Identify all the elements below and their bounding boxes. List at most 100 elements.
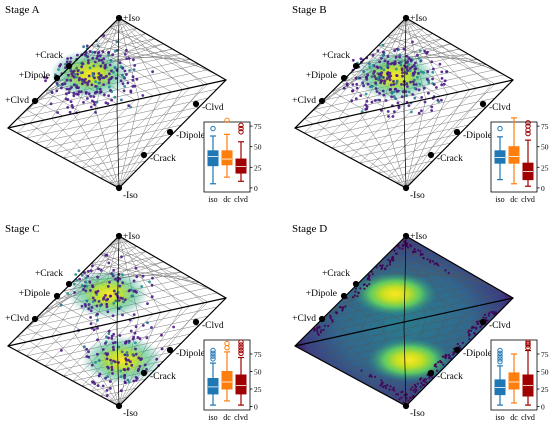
- stage-b-label-neg-dipole: -Dipole: [463, 131, 492, 141]
- stage-b-boxplot: 0 25 50 75 iso dc clvd: [490, 117, 549, 204]
- stage-d-boxplot-ytick: 0: [541, 403, 545, 412]
- stage-a-boxplot-ytick: 0: [254, 184, 258, 193]
- stage-c-box-iso: [207, 347, 219, 406]
- stage-a-label-pos-clvd: +Clvd: [5, 96, 29, 106]
- stage-b-label-neg-iso: -Iso: [410, 191, 425, 201]
- stage-c-marker-neg-crack: [140, 369, 148, 377]
- stage-d-marker-pos-dipole: [340, 292, 348, 300]
- stage-b-boxplot-ytick: 75: [541, 122, 549, 131]
- stage-c-panel: Stage C +Iso +Crack +Dipole +Clvd -Clvd -Dipo…: [5, 223, 262, 422]
- stage-c-label-pos-iso: +Iso: [123, 232, 140, 242]
- stage-b-box-dc: [508, 117, 520, 185]
- stage-a-label-neg-iso: -Iso: [123, 191, 138, 201]
- stage-a-marker-neg-clvd: [192, 100, 200, 108]
- stage-d-label-neg-crack: -Crack: [437, 372, 463, 382]
- stage-c-box-dc: [221, 340, 233, 402]
- stage-d-boxplot-xlabel-dc: dc: [510, 413, 518, 422]
- stage-c-marker-pos-dipole: [53, 292, 61, 300]
- stage-d-marker-neg-crack: [427, 369, 435, 377]
- stage-c-label-neg-dipole: -Dipole: [176, 349, 205, 359]
- stage-b-label-neg-clvd: -Clvd: [489, 103, 511, 113]
- stage-d-label-pos-crack: +Crack: [322, 269, 350, 279]
- stage-d-marker-neg-iso: [402, 402, 410, 410]
- stage-a-boxplot-xlabel-clvd: clvd: [234, 195, 248, 204]
- stage-d-boxplot-xlabel-iso: iso: [495, 413, 504, 422]
- stage-b-label-neg-crack: -Crack: [437, 154, 463, 164]
- stage-d-box-dc: [508, 353, 520, 404]
- stage-b-boxplot-xlabel-dc: dc: [510, 195, 518, 204]
- stage-d-boxplot-ytick: 25: [541, 385, 549, 394]
- stage-a-label-neg-crack: -Crack: [150, 154, 176, 164]
- stage-d-marker-pos-crack: [352, 280, 360, 288]
- stage-c-boxplot-ytick: 50: [254, 368, 262, 377]
- stage-d-boxplot-ytick: 75: [541, 350, 549, 359]
- stage-a-boxplot-ytick: 25: [254, 163, 262, 172]
- stage-c-boxplot-xlabel-iso: iso: [208, 413, 217, 422]
- stage-a-label-pos-dipole: +Dipole: [19, 71, 50, 81]
- stage-a-box-clvd: [235, 122, 247, 182]
- stage-d-label-neg-iso: -Iso: [410, 409, 425, 419]
- stage-b-label-pos-clvd: +Clvd: [292, 96, 316, 106]
- stage-a-label-neg-clvd: -Clvd: [202, 103, 224, 113]
- stage-d-hotspot-1: [353, 272, 437, 316]
- stage-d-label-neg-dipole: -Dipole: [463, 349, 492, 359]
- stage-a-marker-neg-iso: [115, 184, 123, 192]
- stage-d-marker-neg-clvd: [479, 318, 487, 326]
- stage-c-marker-pos-iso: [115, 232, 123, 240]
- stage-b-boxplot-xlabel-iso: iso: [495, 195, 504, 204]
- stage-d-boxplot-ytick: 50: [541, 368, 549, 377]
- stage-a-boxplot: 0 25 50 75 iso dc clvd: [203, 117, 262, 204]
- stage-a-panel: Stage A +Iso +Crack +Dipole +Clvd -Clvd -Dipo…: [5, 4, 262, 204]
- stage-b-boxplot-ytick: 25: [541, 163, 549, 172]
- stage-c-box-clvd: [235, 339, 247, 406]
- stage-c-hotspot-1: [68, 270, 148, 318]
- stage-d-boxplot-xlabel-clvd: clvd: [521, 413, 535, 422]
- stage-d-label-pos-dipole: +Dipole: [306, 289, 337, 299]
- stage-b-marker-pos-clvd: [318, 97, 326, 105]
- stage-b-marker-neg-iso: [402, 184, 410, 192]
- stage-b-marker-pos-iso: [402, 14, 410, 22]
- stage-c-label-neg-clvd: -Clvd: [202, 321, 224, 331]
- stage-d-label-neg-clvd: -Clvd: [489, 321, 511, 331]
- stage-b-label-pos-crack: +Crack: [322, 51, 350, 61]
- stage-a-marker-neg-crack: [140, 151, 148, 159]
- stage-d-box-clvd: [522, 339, 534, 406]
- stage-a-title: Stage A: [5, 4, 40, 16]
- stage-c-label-pos-dipole: +Dipole: [19, 289, 50, 299]
- stage-b-marker-neg-dipole: [453, 128, 461, 136]
- stage-d-label-pos-clvd: +Clvd: [292, 314, 316, 324]
- stage-a-marker-pos-dipole: [53, 74, 61, 82]
- stage-c-marker-neg-iso: [115, 402, 123, 410]
- stage-a-label-pos-crack: +Crack: [35, 51, 63, 61]
- stage-d-title: Stage D: [292, 223, 327, 235]
- stage-a-marker-pos-iso: [115, 14, 123, 22]
- stage-b-label-pos-dipole: +Dipole: [306, 71, 337, 81]
- stage-b-box-iso: [494, 125, 506, 181]
- stage-b-boxplot-ytick: 0: [541, 184, 545, 193]
- stage-a-scatter-points: [42, 34, 155, 115]
- stage-a-marker-pos-crack: [65, 62, 73, 70]
- stage-b-box-clvd: [522, 120, 534, 187]
- stage-a-boxplot-xlabel-iso: iso: [208, 195, 217, 204]
- stage-a-boxplot-xlabel-dc: dc: [223, 195, 231, 204]
- stage-d-label-pos-iso: +Iso: [410, 232, 427, 242]
- stage-a-marker-pos-clvd: [31, 97, 39, 105]
- stage-b-label-pos-iso: +Iso: [410, 14, 427, 24]
- stage-d-panel: Stage D +Iso +Crack +Dipole +Clvd -Clvd -Dipo…: [292, 223, 549, 422]
- stage-d-boxplot: 0 25 50 75 iso dc clvd: [490, 339, 549, 422]
- stage-d-marker-pos-iso: [402, 232, 410, 240]
- stage-b-marker-pos-dipole: [340, 74, 348, 82]
- stage-a-marker-neg-dipole: [166, 128, 174, 136]
- stage-b-boxplot-ytick: 50: [541, 143, 549, 152]
- stage-b-marker-neg-crack: [427, 151, 435, 159]
- stage-c-boxplot-xlabel-dc: dc: [223, 413, 231, 422]
- stage-c-boxplot-ytick: 25: [254, 385, 262, 394]
- stage-b-marker-pos-crack: [352, 62, 360, 70]
- stage-c-title: Stage C: [5, 223, 40, 235]
- stage-a-boxplot-ytick: 50: [254, 143, 262, 152]
- stage-c-label-pos-clvd: +Clvd: [5, 314, 29, 324]
- stage-a-box-dc: [221, 117, 233, 178]
- stage-b-panel: Stage B +Iso +Crack +Dipole +Clvd -Clvd -Dipo…: [292, 4, 549, 204]
- stage-d-box-iso: [494, 347, 506, 406]
